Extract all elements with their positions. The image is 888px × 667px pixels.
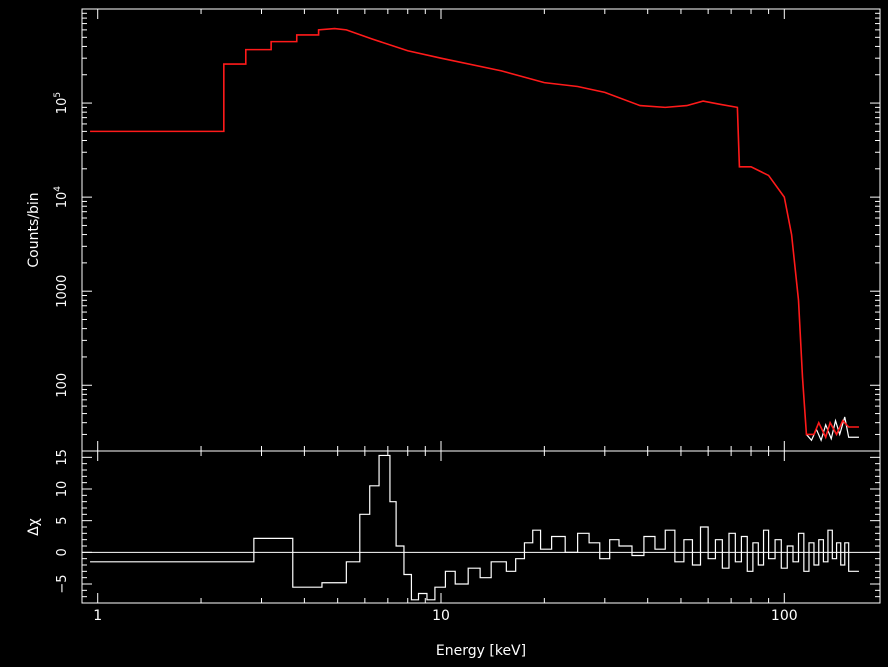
- residuals-y-tick-label: 10: [55, 481, 70, 498]
- x-axis-label: Energy [keV]: [436, 643, 526, 659]
- residuals-panel: −5 0 5 10 15 Δχ: [26, 449, 881, 604]
- residuals-y-tick-label: 5: [55, 517, 70, 525]
- x-tick-label: 100: [771, 608, 798, 624]
- residuals-y-tick-label: 15: [55, 449, 70, 466]
- spectrum-y-tick-label: 1000: [55, 275, 70, 308]
- x-tick-label: 10: [432, 608, 450, 624]
- spectrum-y-tick-label: 105: [53, 92, 70, 114]
- spectrum-panel: 100 1000 104 105 Counts/bin: [26, 8, 881, 452]
- residuals-y-axis-label: Δχ: [26, 518, 42, 536]
- spectrum-y-tick-label: 104: [53, 186, 70, 209]
- residuals-y-tick-label: −5: [55, 574, 70, 593]
- spectrum-y-tick-label: 100: [55, 373, 70, 398]
- x-tick-label: 1: [93, 608, 102, 624]
- spectrum-model-series: [90, 27, 859, 440]
- residuals-y-tick-label: 0: [55, 548, 70, 556]
- residuals-residual-series: [90, 454, 859, 601]
- spectrum-frame: [81, 8, 881, 452]
- spectrum-y-axis-label: Counts/bin: [26, 192, 42, 267]
- residuals-frame: [81, 450, 881, 604]
